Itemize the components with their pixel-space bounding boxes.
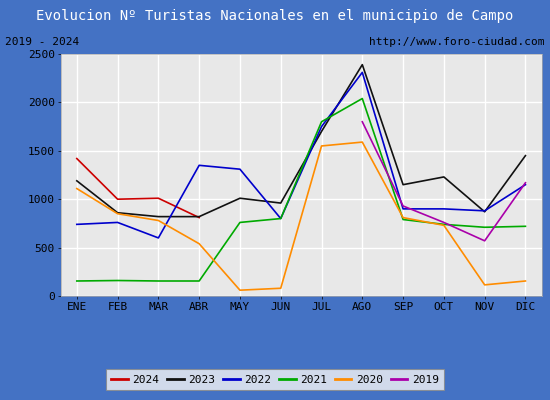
Line: 2023: 2023 <box>77 65 525 217</box>
2020 <box>236 288 243 292</box>
Legend: 2024, 2023, 2022, 2021, 2020, 2019: 2024, 2023, 2022, 2021, 2020, 2019 <box>106 369 444 390</box>
2021 <box>236 220 243 225</box>
2022 <box>236 167 243 172</box>
2019 <box>481 238 488 243</box>
2023 <box>359 62 366 67</box>
2023 <box>236 196 243 201</box>
2021 <box>400 217 406 222</box>
2023 <box>481 209 488 214</box>
2020 <box>155 218 162 223</box>
2019 <box>359 119 366 124</box>
2022 <box>277 216 284 221</box>
2021 <box>481 225 488 230</box>
2021 <box>196 278 202 283</box>
2024 <box>74 156 80 161</box>
2023 <box>114 210 121 215</box>
Line: 2020: 2020 <box>77 142 525 290</box>
2022 <box>522 182 529 187</box>
2021 <box>114 278 121 283</box>
2022 <box>359 70 366 75</box>
2023 <box>277 201 284 206</box>
2023 <box>196 214 202 219</box>
2022 <box>155 236 162 240</box>
2020 <box>481 282 488 287</box>
2021 <box>318 119 325 124</box>
2022 <box>74 222 80 227</box>
2020 <box>196 241 202 246</box>
2024 <box>114 197 121 202</box>
2021 <box>359 96 366 101</box>
2021 <box>441 222 447 227</box>
Line: 2019: 2019 <box>362 122 525 241</box>
2023 <box>522 153 529 158</box>
2020 <box>74 186 80 191</box>
Text: http://www.foro-ciudad.com: http://www.foro-ciudad.com <box>369 37 544 47</box>
2019 <box>522 180 529 185</box>
2023 <box>155 214 162 219</box>
2022 <box>318 124 325 129</box>
2020 <box>522 278 529 283</box>
2020 <box>318 144 325 148</box>
Line: 2022: 2022 <box>77 72 525 238</box>
2023 <box>441 174 447 179</box>
2023 <box>400 182 406 187</box>
2021 <box>277 216 284 221</box>
2020 <box>277 286 284 291</box>
2023 <box>318 129 325 134</box>
2019 <box>441 220 447 225</box>
2024 <box>196 215 202 220</box>
2024 <box>155 196 162 201</box>
Line: 2021: 2021 <box>77 98 525 281</box>
2020 <box>400 215 406 220</box>
2022 <box>441 206 447 211</box>
2021 <box>522 224 529 229</box>
2020 <box>441 223 447 228</box>
2019 <box>400 204 406 208</box>
Text: Evolucion Nº Turistas Nacionales en el municipio de Campo: Evolucion Nº Turistas Nacionales en el m… <box>36 9 514 23</box>
Line: 2024: 2024 <box>77 158 199 218</box>
2021 <box>155 278 162 283</box>
2023 <box>74 178 80 183</box>
2022 <box>481 208 488 213</box>
2020 <box>359 140 366 144</box>
2020 <box>114 211 121 216</box>
2022 <box>114 220 121 225</box>
2022 <box>400 206 406 211</box>
2022 <box>196 163 202 168</box>
Text: 2019 - 2024: 2019 - 2024 <box>6 37 80 47</box>
2021 <box>74 278 80 283</box>
